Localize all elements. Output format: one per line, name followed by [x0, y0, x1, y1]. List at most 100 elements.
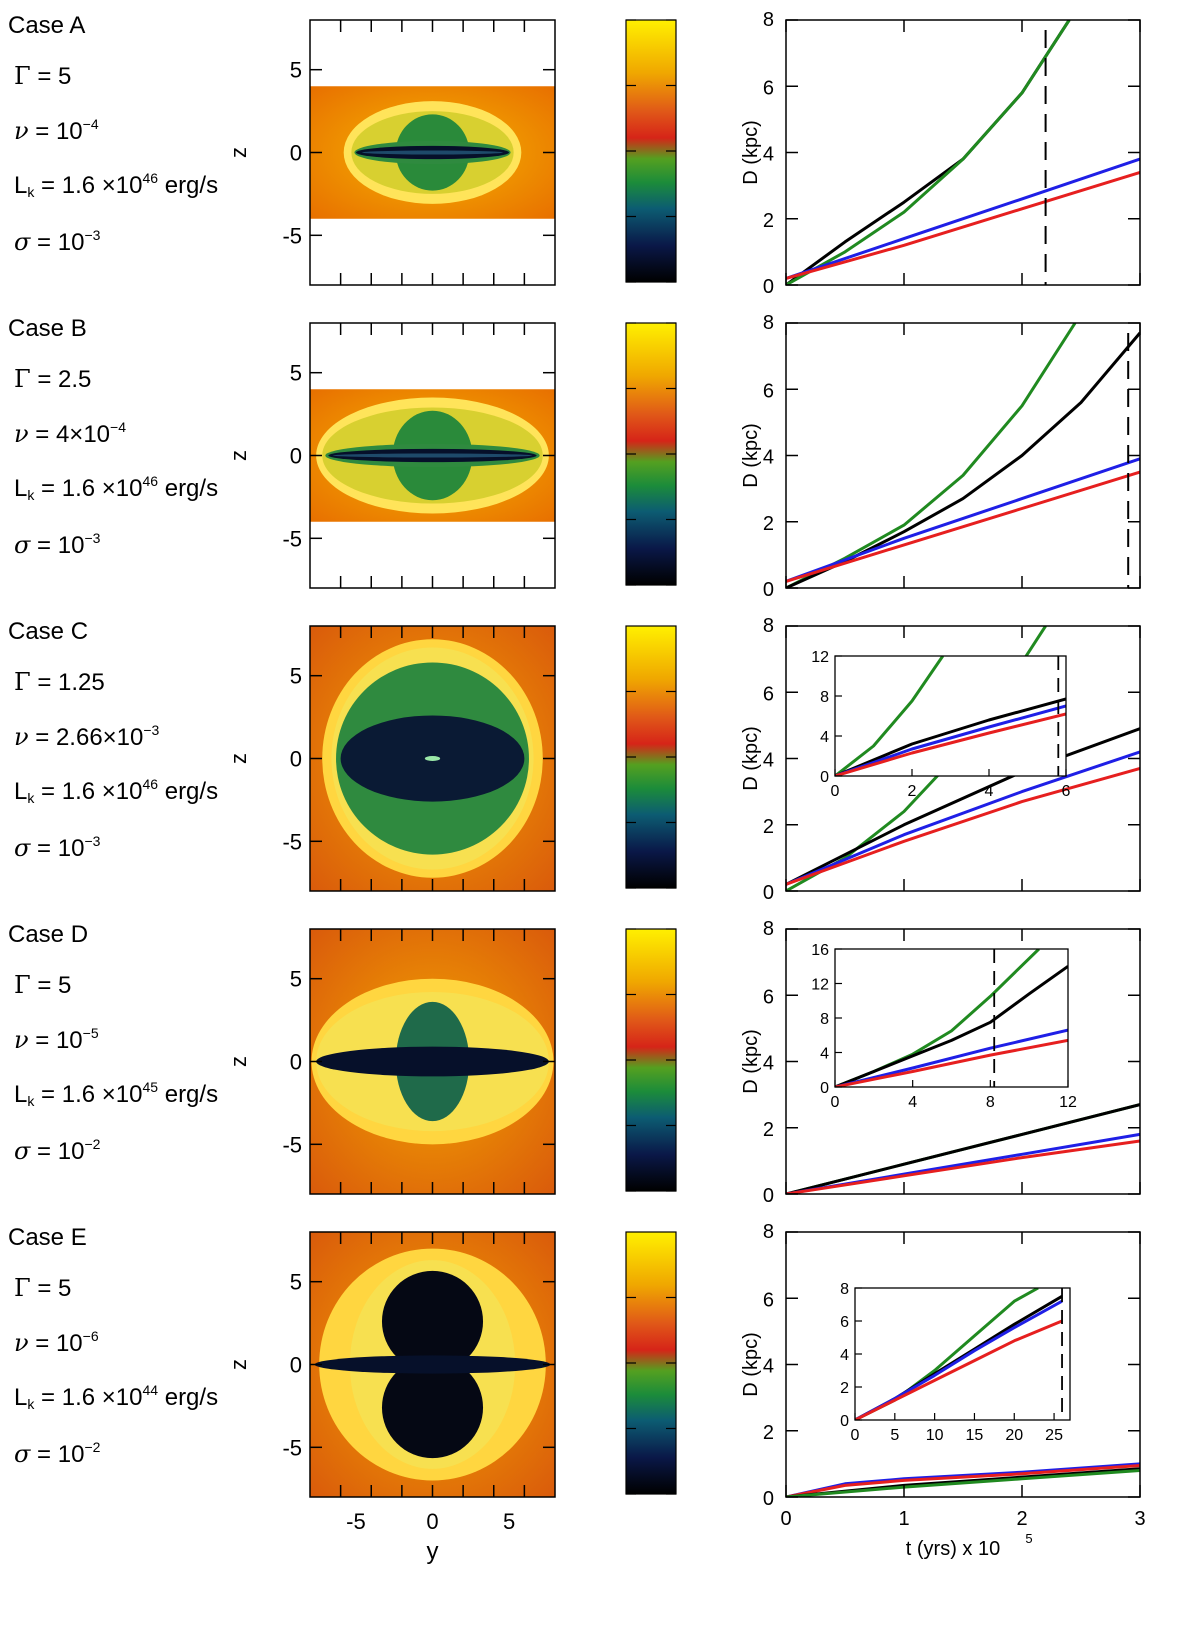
series-group [786, 1462, 1140, 1497]
series-group [786, 323, 1140, 588]
z-axis-label: z [226, 1359, 251, 1370]
inset-x-tick-label: 0 [851, 1427, 860, 1444]
series-blue [786, 750, 1140, 886]
inset-series-black [835, 965, 1068, 1087]
sigma-mantissa: 10 [57, 835, 85, 862]
sigma-param: σ = 10−3 [14, 834, 100, 863]
lk-equals: = [34, 475, 62, 502]
gamma-value: 2.5 [58, 366, 92, 393]
inset-y-tick-label: 0 [840, 1413, 849, 1430]
colorbar-b: 0-1-2-3-4 [625, 322, 677, 586]
d-tick-label: 0 [763, 1488, 774, 1510]
inset-x-tick-label: 5 [890, 1427, 899, 1444]
d-tick-label: 0 [763, 579, 774, 601]
gamma-equals: = [30, 669, 59, 696]
inset-y-tick-label: 4 [820, 729, 829, 746]
nu-exponent: −4 [110, 419, 126, 435]
nu-symbol: ν [14, 420, 29, 448]
z-tick-label: 5 [290, 361, 302, 386]
d-tick-label: 4 [763, 750, 774, 772]
sigma-symbol: σ [14, 1137, 31, 1165]
gamma-symbol: Γ [14, 971, 31, 999]
sigma-equals: = [30, 229, 58, 256]
series-blue [786, 457, 1140, 583]
sigma-equals: = [30, 532, 58, 559]
sigma-param: σ = 10−2 [14, 1137, 100, 1166]
lk-param: Lk = 1.6 ×1045 erg/s [14, 1080, 218, 1109]
inset-x-tick-label: 4 [908, 1094, 917, 1111]
nu-exponent: −5 [82, 1025, 99, 1041]
nu-symbol: ν [14, 117, 29, 145]
jet-spine [332, 453, 533, 458]
nu-mantissa: 2.66×10 [55, 724, 144, 751]
jet-core [424, 756, 441, 761]
nu-equals: = [28, 724, 56, 751]
case-title: Case B [8, 315, 87, 342]
lk-equals: = [34, 778, 62, 805]
inset-y-tick-label: 8 [840, 1281, 849, 1298]
jet-lobe [314, 1355, 551, 1374]
z-tick-label: 5 [290, 664, 302, 689]
series-black [786, 727, 1140, 886]
colorbar-a: 0-1-2-3-4 [625, 19, 677, 283]
series-black [786, 20, 1071, 285]
d-tick-label: 2 [763, 1422, 774, 1444]
inset-x-tick-label: 10 [926, 1427, 944, 1444]
z-tick-label: -5 [282, 829, 302, 854]
inset-y-tick-label: 6 [840, 1314, 849, 1331]
nu-exponent: −4 [82, 116, 99, 132]
density-image [310, 929, 555, 1194]
plot-frame [785, 322, 1141, 589]
z-tick-label: 0 [290, 1050, 302, 1075]
lk-unit: erg/s [164, 1384, 219, 1411]
inset-x-tick-label: 8 [986, 1094, 995, 1111]
inset-x-tick-label: 2 [908, 783, 917, 800]
d-axis-label: D (kpc) [740, 726, 762, 790]
lk-param: Lk = 1.6 ×1044 erg/s [14, 1383, 219, 1412]
sigma-exponent: −3 [84, 833, 101, 849]
sigma-param: σ = 10−2 [14, 1440, 100, 1469]
d-tick-label: 2 [763, 210, 774, 232]
sigma-equals: = [30, 1441, 58, 1468]
lk-subscript: k [27, 1093, 35, 1109]
colorbar-c: -1-2-3-4 [625, 625, 677, 889]
lk-equals: = [34, 172, 62, 199]
sigma-symbol: σ [14, 834, 31, 862]
gamma-param: Γ = 2.5 [14, 365, 91, 394]
inset-x-tick-label: 12 [1059, 1094, 1077, 1111]
inset-x-tick-label: 0 [831, 1094, 840, 1111]
nu-mantissa: 10 [55, 118, 83, 145]
density-panel-d: 5 0 -5 z [226, 928, 556, 1195]
nu-param: ν = 4×10−4 [14, 420, 126, 449]
z-tick-label: -5 [282, 1435, 302, 1460]
series-group [786, 20, 1140, 285]
d-tick-label: 2 [763, 1119, 774, 1141]
distance-plot-d: 0 2 4 6 8 D (kpc) 0 4 8 12 0 4 8 12 16 [740, 918, 1141, 1207]
nu-equals: = [28, 1027, 56, 1054]
lk-param: Lk = 1.6 ×1046 erg/s [14, 777, 218, 806]
t-tick-label: 3 [1134, 1508, 1145, 1530]
sigma-symbol: σ [14, 531, 31, 559]
lk-param: Lk = 1.6 ×1046 erg/s [14, 474, 218, 503]
lower-bubble [381, 1357, 484, 1459]
inset-series-blue [835, 704, 1066, 776]
inset-y-tick-label: 8 [820, 1011, 829, 1028]
density-image [310, 1232, 555, 1497]
sigma-equals: = [30, 1138, 58, 1165]
lk-space [158, 1384, 165, 1411]
gamma-param: Γ = 5 [14, 1274, 71, 1303]
density-panel-b: 5 0 -5 z [226, 322, 556, 589]
sigma-param: σ = 10−3 [14, 531, 100, 560]
z-axis-label: z [226, 1056, 251, 1067]
lk-space [158, 172, 165, 199]
upper-bubble [381, 1270, 484, 1372]
distance-plot-b: 0 2 4 6 8 D (kpc) [740, 312, 1141, 601]
sigma-exponent: −3 [84, 530, 101, 546]
density-image [310, 389, 555, 522]
d-tick-label: 6 [763, 380, 774, 402]
gamma-equals: = [30, 63, 59, 90]
